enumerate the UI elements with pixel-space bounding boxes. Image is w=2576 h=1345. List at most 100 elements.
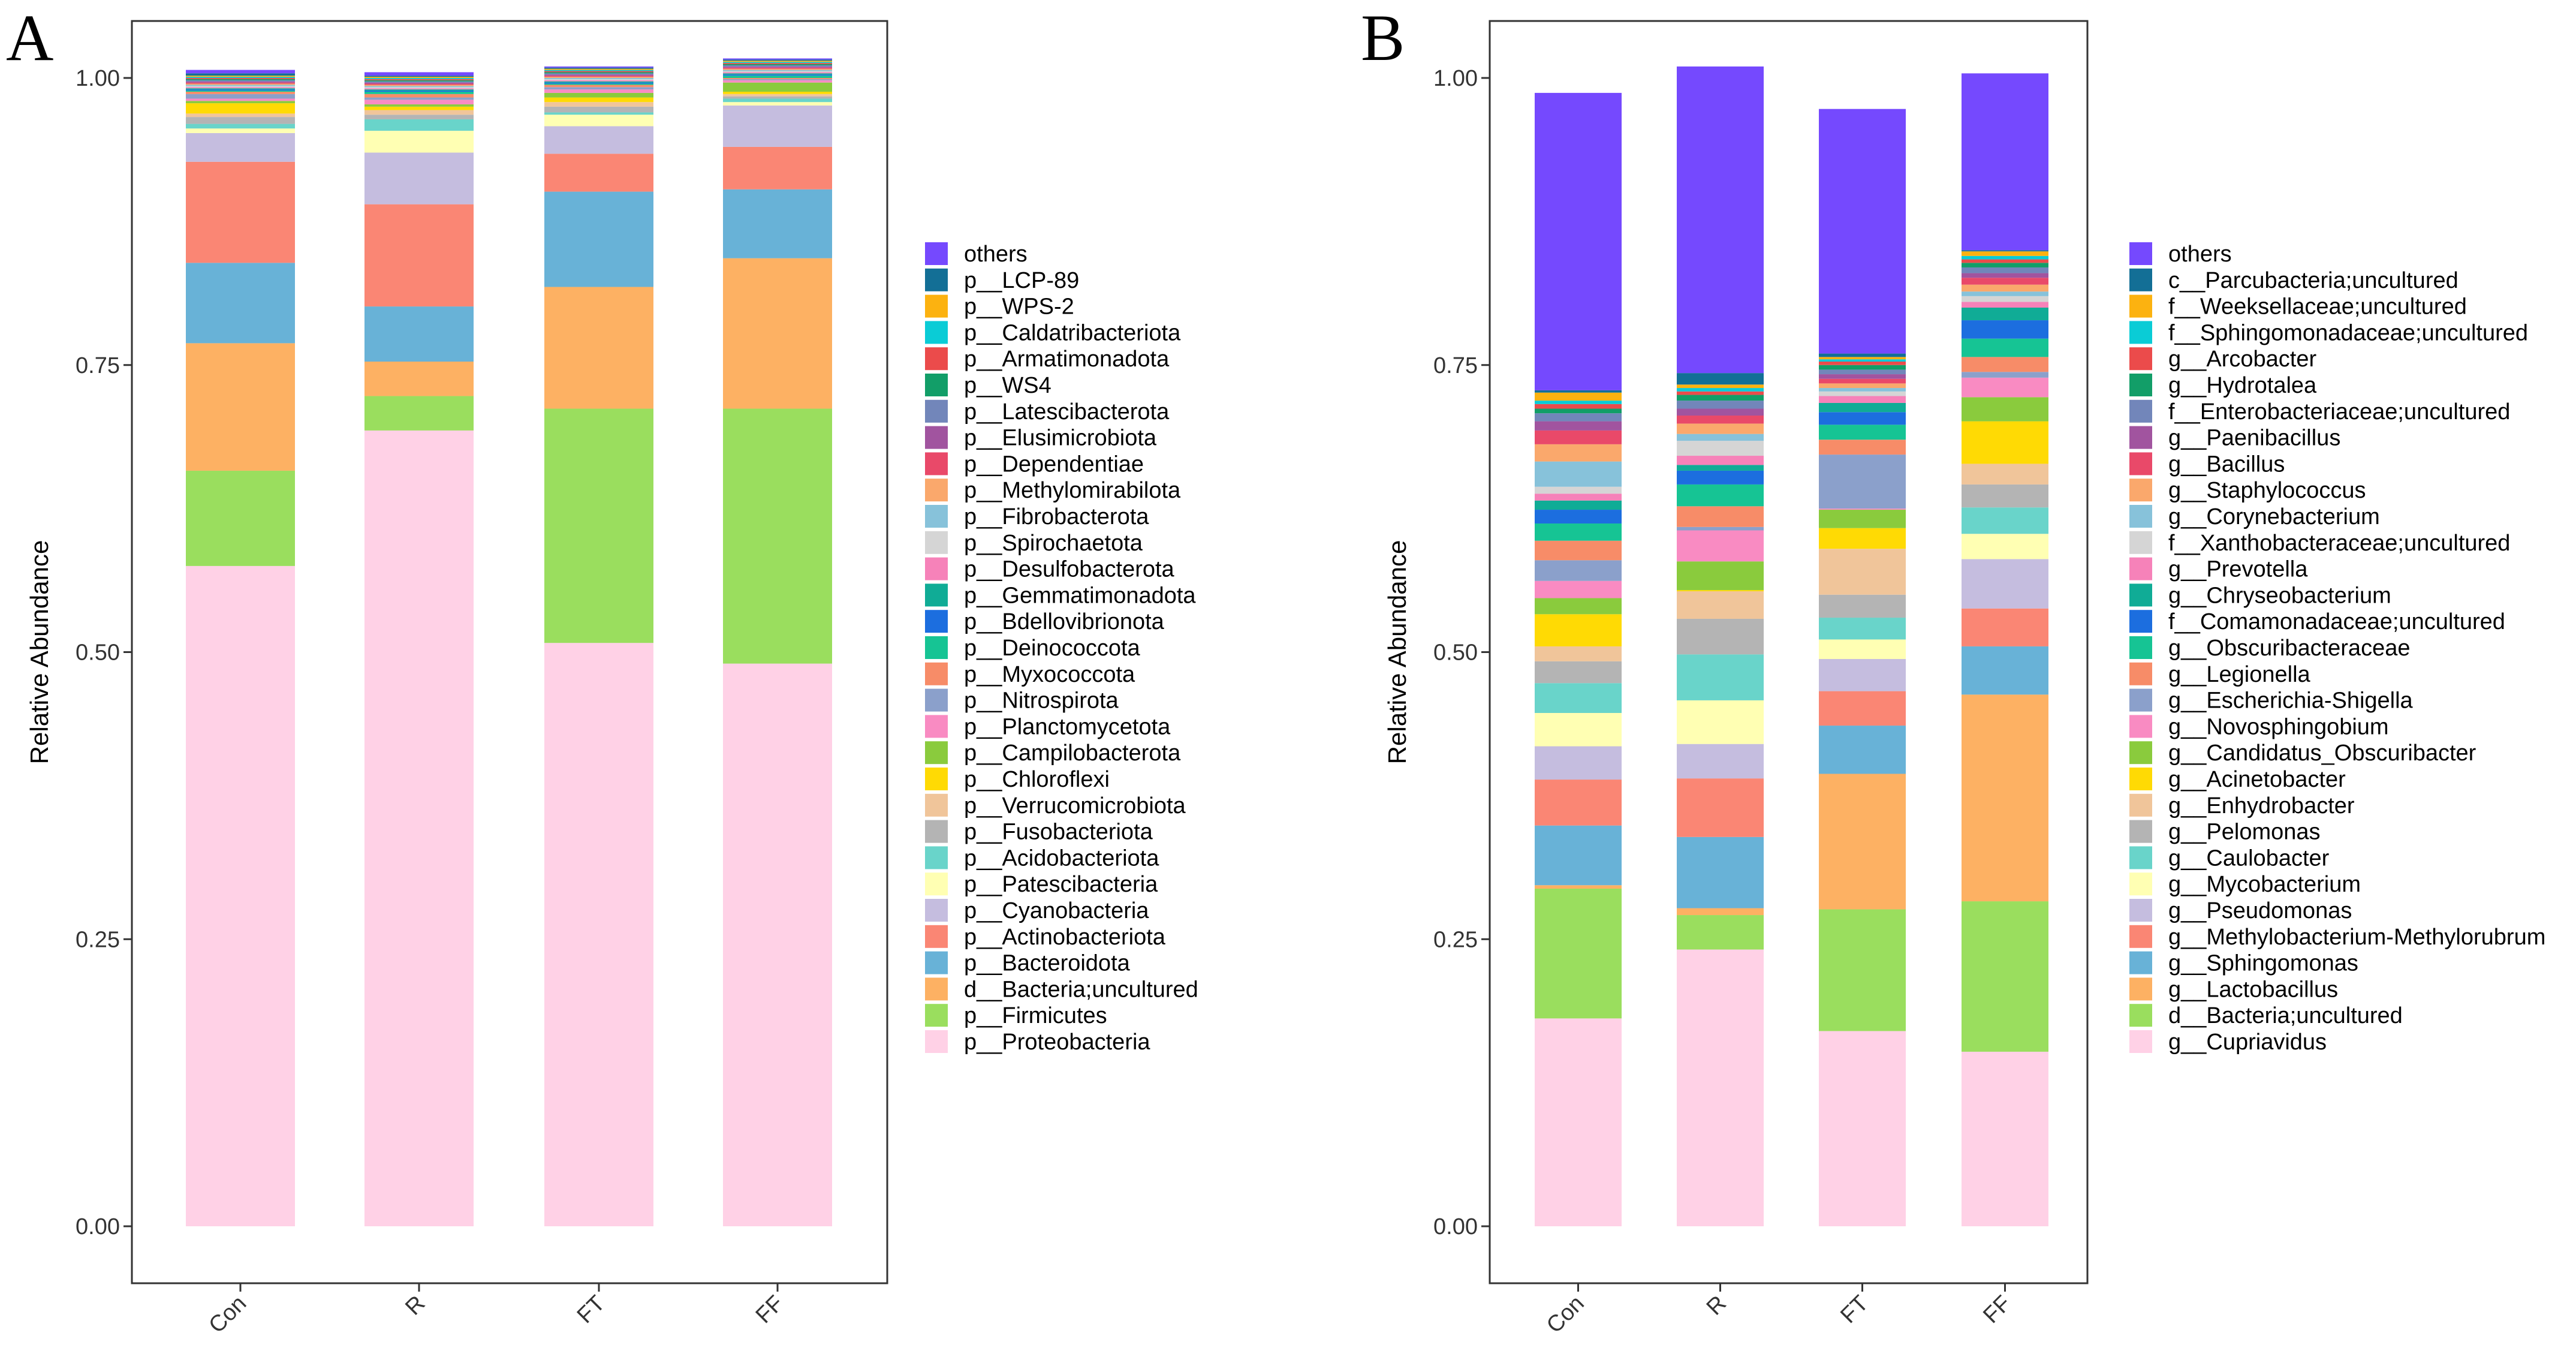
legend-label-b-others: others bbox=[2168, 242, 2232, 267]
legend-label-b-g-cupriavidus: g__Cupriavidus bbox=[2168, 1030, 2327, 1055]
bar-segment-b-r-g-bacillus bbox=[1677, 416, 1764, 424]
bar-segment-a-r-p-bacteroidota bbox=[364, 306, 474, 362]
y-tick-label-a: 0.50 bbox=[76, 640, 120, 666]
bar-segment-a-ft-p-lcp-89 bbox=[544, 67, 653, 69]
bar-segment-a-ff-p-desulfobacterota bbox=[723, 72, 832, 74]
bar-segment-b-ff-g-lactobacillus bbox=[1962, 694, 2048, 902]
bar-segment-a-con-p-proteobacteria bbox=[186, 565, 295, 1226]
bar-segment-a-r-p-latescibacterota bbox=[364, 81, 474, 83]
legend-swatch-a-p-patescibacteria bbox=[925, 872, 948, 896]
legend-swatch-a-p-armatimonadota bbox=[925, 347, 948, 371]
legend-label-b-g-obscuribacteraceae: g__Obscuribacteraceae bbox=[2168, 636, 2410, 661]
bar-segment-a-ft-p-campilobacterota bbox=[544, 92, 653, 98]
legend-swatch-b-g-cupriavidus bbox=[2129, 1030, 2152, 1053]
legend-label-b-g-enhydrobacter: g__Enhydrobacter bbox=[2168, 793, 2355, 819]
legend-swatch-b-f-xanthobacteraceae-uncultured bbox=[2129, 531, 2152, 554]
bar-segment-a-ft-p-deinococcota bbox=[544, 83, 653, 85]
bar-segment-b-con-d-bacteria-uncultured bbox=[1535, 888, 1622, 1019]
bar-segment-b-con-g-cupriavidus bbox=[1535, 1018, 1622, 1226]
bar-segment-b-con-g-chryseobacterium bbox=[1535, 500, 1622, 510]
legend-label-a-p-fibrobacterota: p__Fibrobacterota bbox=[964, 504, 1149, 529]
bar-segment-b-ff-g-sphingomonas bbox=[1962, 646, 2048, 695]
bar-segment-a-con-p-latescibacterota bbox=[186, 80, 295, 82]
bar-segment-b-r-g-pseudomonas bbox=[1677, 744, 1764, 779]
bar-segment-b-ff-g-caulobacter bbox=[1962, 507, 2048, 534]
bar-segment-b-con-g-arcobacter bbox=[1535, 404, 1622, 409]
y-tick-label-a: 1.00 bbox=[76, 66, 120, 91]
bar-segment-b-ff-g-paenibacillus bbox=[1962, 273, 2048, 278]
bar-segment-a-ft-p-desulfobacterota bbox=[544, 80, 653, 82]
bar-segment-a-ff-p-dependentiae bbox=[723, 67, 832, 69]
legend-label-b-g-prevotella: g__Prevotella bbox=[2168, 557, 2308, 582]
bar-segment-b-ff-g-cupriavidus bbox=[1962, 1051, 2048, 1226]
bar-segment-b-ft-g-acinetobacter bbox=[1819, 528, 1906, 549]
bar-segment-a-ff-p-proteobacteria bbox=[723, 663, 832, 1226]
bar-segment-a-r-p-proteobacteria bbox=[364, 430, 474, 1226]
bar-segment-a-ff-p-gemmatimonadota bbox=[723, 73, 832, 75]
bar-segment-a-ff-p-ws4 bbox=[723, 64, 832, 65]
legend-swatch-b-f-sphingomonadaceae-uncultured bbox=[2129, 321, 2152, 344]
legend-swatch-a-p-gemmatimonadota bbox=[925, 583, 948, 607]
legend-label-b-g-chryseobacterium: g__Chryseobacterium bbox=[2168, 583, 2391, 608]
bar-segment-b-r-f-enterobacteriaceae-uncultured bbox=[1677, 401, 1764, 409]
legend-swatch-a-p-cyanobacteria bbox=[925, 899, 948, 922]
bar-segment-b-ff-g-obscuribacteraceae bbox=[1962, 338, 2048, 357]
bar-segment-a-ff-p-bdellovibrionota bbox=[723, 74, 832, 76]
legend-label-a-p-proteobacteria: p__Proteobacteria bbox=[964, 1030, 1150, 1055]
bar-segment-b-con-g-prevotella bbox=[1535, 494, 1622, 501]
bar-segment-a-ff-p-fibrobacterota bbox=[723, 70, 832, 71]
legend-label-b-g-methylobacterium-methylorubrum: g__Methylobacterium-Methylorubrum bbox=[2168, 925, 2545, 950]
bar-segment-a-r-p-myxococcota bbox=[364, 94, 474, 98]
bar-segment-b-ft-others bbox=[1819, 109, 1906, 354]
bar-segment-a-con-p-firmicutes bbox=[186, 470, 295, 566]
legend-label-a-p-caldatribacteriota: p__Caldatribacteriota bbox=[964, 320, 1181, 345]
bar-segment-b-ft-d-bacteria-uncultured bbox=[1819, 909, 1906, 1031]
legend-swatch-b-g-prevotella bbox=[2129, 557, 2152, 580]
bar-segment-b-con-f-weeksellaceae-uncultured bbox=[1535, 392, 1622, 401]
bar-segment-b-con-g-mycobacterium bbox=[1535, 712, 1622, 747]
bar-segment-a-r-p-desulfobacterota bbox=[364, 88, 474, 90]
y-tick-label-a: 0.25 bbox=[76, 927, 120, 952]
bar-segment-b-ff-g-chryseobacterium bbox=[1962, 308, 2048, 321]
legend-label-a-p-bacteroidota: p__Bacteroidota bbox=[964, 951, 1131, 976]
bar-segment-a-r-p-acidobacteriota bbox=[364, 119, 474, 131]
bar-segment-b-con-g-bacillus bbox=[1535, 430, 1622, 444]
legend-label-b-f-sphingomonadaceae-uncultured: f__Sphingomonadaceae;uncultured bbox=[2168, 320, 2528, 345]
legend-swatch-a-p-actinobacteriota bbox=[925, 925, 948, 948]
legend-label-b-f-comamonadaceae-uncultured: f__Comamonadaceae;uncultured bbox=[2168, 609, 2505, 634]
bar-segment-a-con-p-planctomycetota bbox=[186, 98, 295, 101]
bar-segment-b-ff-others bbox=[1962, 73, 2048, 251]
bar-segment-b-ft-g-chryseobacterium bbox=[1819, 402, 1906, 413]
bar-segment-a-ff-p-armatimonadota bbox=[723, 63, 832, 65]
legend-label-a-p-nitrospirota: p__Nitrospirota bbox=[964, 688, 1119, 714]
bar-segment-b-ff-g-mycobacterium bbox=[1962, 534, 2048, 559]
bar-segment-b-ft-g-hydrotalea bbox=[1819, 365, 1906, 370]
bar-segment-b-ft-g-novosphingobium bbox=[1819, 508, 1906, 510]
legend-swatch-a-p-dependentiae bbox=[925, 452, 948, 476]
bar-segment-b-r-g-legionella bbox=[1677, 506, 1764, 527]
bar-segment-a-ff-p-bacteroidota bbox=[723, 189, 832, 258]
bar-segment-a-ft-p-wps-2 bbox=[544, 68, 653, 70]
legend-swatch-a-p-spirochaetota bbox=[925, 531, 948, 554]
legend-swatch-b-g-escherichia-shigella bbox=[2129, 688, 2152, 712]
bar-segment-a-ff-p-lcp-89 bbox=[723, 59, 832, 61]
chart-panel-b: 0.00 0.25 0.50 0.75 1.00 Relative Abundance Co… bbox=[1383, 20, 2545, 1338]
bar-segment-a-ff-p-verrucomicrobiota bbox=[723, 94, 832, 97]
bar-segment-a-r-p-firmicutes bbox=[364, 396, 474, 431]
bar-segment-b-ff-g-enhydrobacter bbox=[1962, 464, 2048, 485]
bar-segment-b-r-g-mycobacterium bbox=[1677, 700, 1764, 744]
legend-label-b-g-escherichia-shigella: g__Escherichia-Shigella bbox=[2168, 688, 2414, 714]
bar-segment-b-ft-g-paenibacillus bbox=[1819, 374, 1906, 379]
legend-swatch-a-p-acidobacteriota bbox=[925, 846, 948, 869]
bar-segment-b-con-g-enhydrobacter bbox=[1535, 646, 1622, 661]
bar-segment-a-ff-p-nitrospirota bbox=[723, 79, 832, 80]
legend-label-b-g-lactobacillus: g__Lactobacillus bbox=[2168, 977, 2338, 1002]
bar-segment-b-ff-c-parcubacteria-uncultured bbox=[1962, 250, 2048, 252]
bar-segment-b-con-g-staphylococcus bbox=[1535, 444, 1622, 462]
legend-swatch-b-f-comamonadaceae-uncultured bbox=[2129, 610, 2152, 633]
bar-segment-a-con-p-ws4 bbox=[186, 79, 295, 80]
legend-swatch-a-d-bacteria-uncultured bbox=[925, 977, 948, 1001]
legend-label-a-p-patescibacteria: p__Patescibacteria bbox=[964, 872, 1158, 897]
legend-label-a-others: others bbox=[964, 242, 1028, 267]
bar-segment-a-ft-p-acidobacteriota bbox=[544, 112, 653, 115]
